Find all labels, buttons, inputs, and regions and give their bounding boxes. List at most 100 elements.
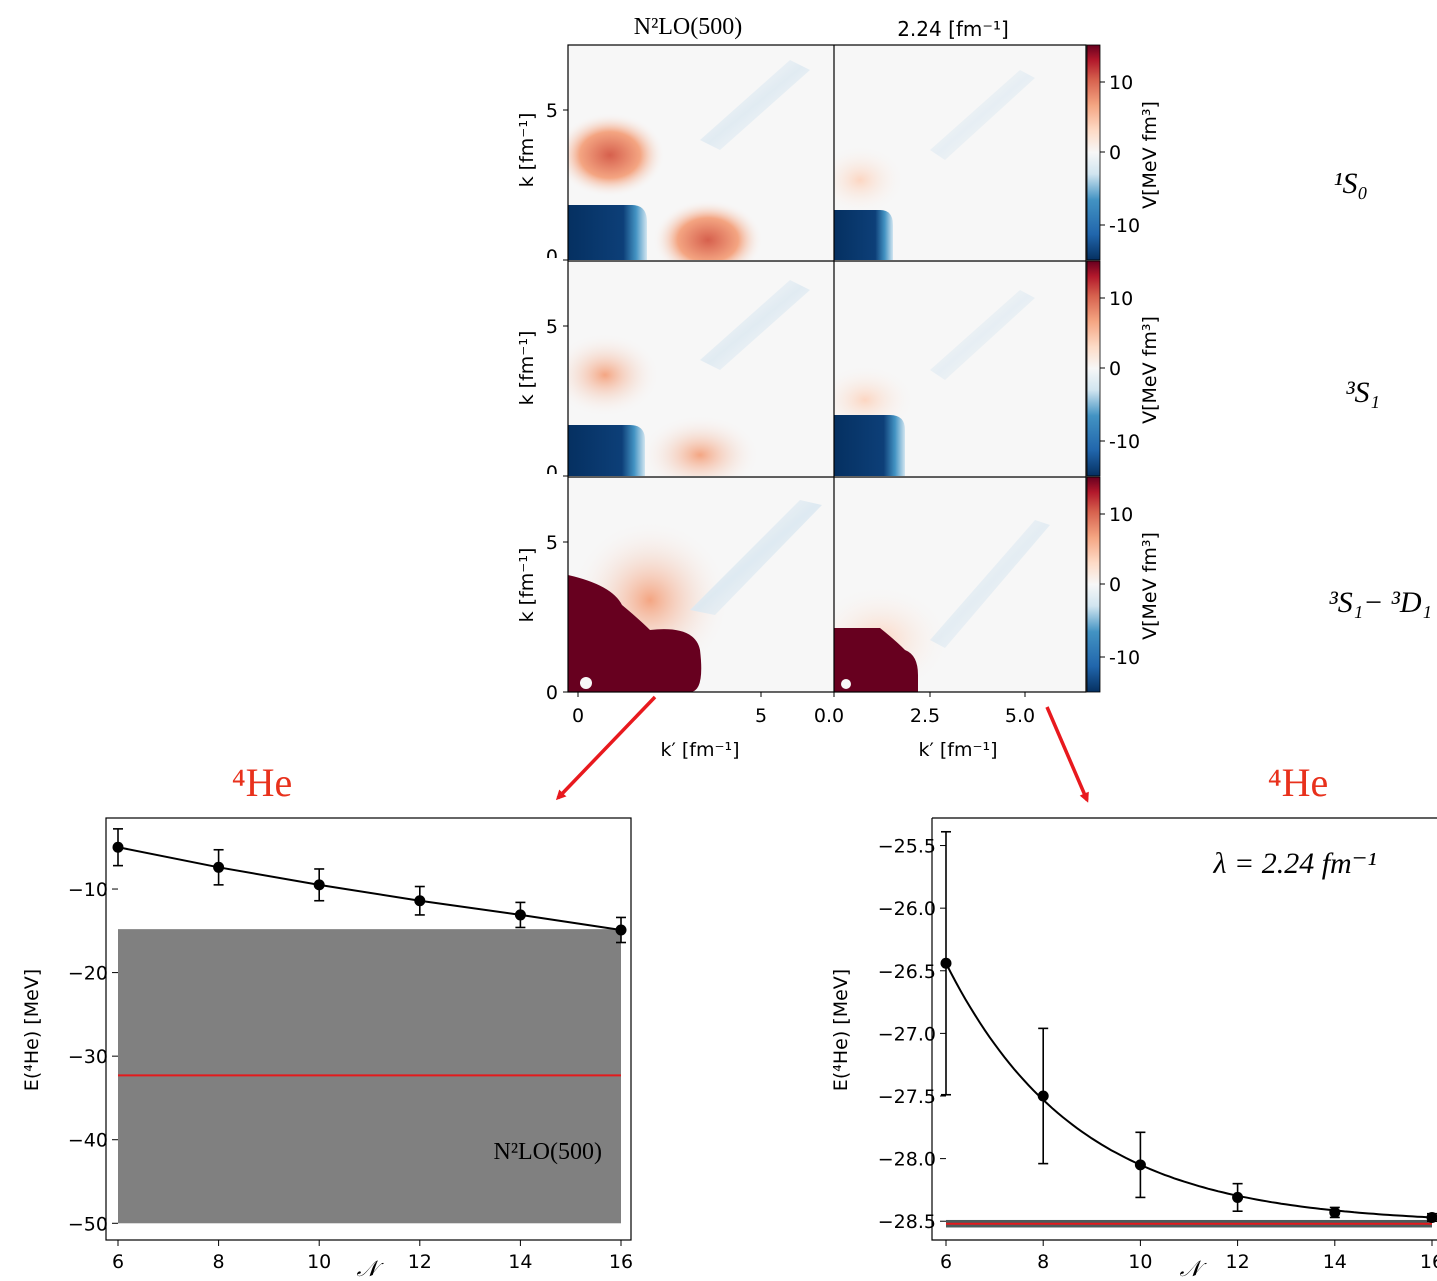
x-tick-label: 16	[1420, 1251, 1437, 1273]
channel-label-1s0: ¹S₀	[1334, 167, 1368, 200]
x-tick-label: 16	[609, 1251, 633, 1273]
colorbar-tick-label: 0	[1109, 574, 1121, 596]
colorbar-2	[1086, 260, 1101, 477]
arrow-left	[555, 695, 657, 801]
heatmap-xtick-label: 5.0	[1005, 705, 1035, 727]
y-tick-label: −30	[68, 1046, 108, 1068]
energy-plot-left: 6 8 10 12 14 16 −10 −20 −30 −40 −50 N²LO(500) 𝒩 E(…	[21, 817, 633, 1281]
heatmap-ylabel-row3: k [fm⁻¹]	[516, 548, 538, 623]
colorbar-tick-label: -10	[1109, 647, 1140, 669]
y-tick-label: −50	[68, 1213, 108, 1235]
colorbar-1	[1086, 44, 1101, 261]
fit-line-right	[945, 962, 1433, 1219]
x-tick-label: 6	[112, 1251, 124, 1273]
ylabel-left: E(⁴He) [MeV]	[21, 969, 43, 1091]
x-tick-label: 8	[213, 1251, 225, 1273]
x-tick-label: 14	[1323, 1251, 1347, 1273]
colorbar-tick-label: 10	[1109, 288, 1133, 310]
colorbar-tick-label: -10	[1109, 431, 1140, 453]
heatmap-xtick-label: 0.0	[814, 705, 844, 727]
data-point	[514, 909, 526, 921]
y-tick-label: −26.0	[878, 898, 936, 920]
x-tick-label: 10	[1128, 1251, 1152, 1273]
plot-frame-left	[105, 817, 632, 1241]
heatmap-3s1-right	[834, 261, 1086, 476]
heatmap-ylabel-row2: k [fm⁻¹]	[516, 331, 538, 406]
heatmap-xtick-label: 0	[572, 705, 584, 727]
x-tick-label: 6	[940, 1251, 952, 1273]
colorbar-label-row2: V[MeV fm³]	[1139, 316, 1161, 424]
x-tick-label: 10	[307, 1251, 331, 1273]
colorbar-tick-label: 10	[1109, 504, 1133, 526]
heatmap-3s1-3d1-right	[834, 477, 1086, 692]
colorbar-tick-label: 0	[1109, 358, 1121, 380]
xlabel-right: 𝒩	[1179, 1256, 1207, 1281]
heatmap-1s0-left	[568, 45, 834, 260]
heatmap-xtick-label: 5	[755, 705, 767, 727]
colorbar-tick-label: 10	[1109, 72, 1133, 94]
y-tick-label: −25.5	[878, 836, 936, 858]
data-point	[414, 895, 426, 907]
arrow-right	[1045, 706, 1089, 803]
plot-frame-right	[931, 817, 1437, 1241]
data-point	[112, 841, 124, 853]
data-point	[1232, 1191, 1244, 1203]
heatmap-3s1-left	[568, 261, 834, 476]
heatmap-title-right: 2.24 [fm⁻¹]	[897, 17, 1009, 41]
heatmap-ytick-label: 5	[546, 532, 558, 554]
data-point	[1426, 1211, 1437, 1223]
data-points-right	[940, 830, 1437, 1223]
heatmap-ytick-label: 5	[546, 100, 558, 122]
y-tick-label: −28.5	[878, 1211, 936, 1233]
heatmap-ytick-label: 0	[546, 682, 558, 704]
xlabel-left: 𝒩	[356, 1256, 384, 1281]
data-point	[313, 879, 325, 891]
y-tick-label: −10	[68, 879, 108, 901]
heatmap-ytick-label: 0	[546, 462, 558, 484]
heatmap-xlabel-right: k′ [fm⁻¹]	[918, 739, 997, 761]
heatmap-title-left: N²LO(500)	[634, 14, 743, 40]
data-point	[213, 861, 225, 873]
y-tick-label: −27.0	[878, 1023, 936, 1045]
annotation-right: λ = 2.24 fm⁻¹	[1212, 847, 1376, 880]
y-tick-label: −40	[68, 1130, 108, 1152]
heatmap-1s0-right	[834, 45, 1086, 260]
fit-line-left	[117, 846, 622, 931]
he-label-left: ⁴He	[232, 760, 293, 805]
ticks-right: 6 8 10 12 14 16 −25.5 −26.0 −26.5 −27.0 −27.5 −28.0…	[878, 836, 1437, 1273]
ticks-left: 6 8 10 12 14 16 −10 −20 −30 −40 −50	[68, 879, 633, 1273]
ylabel-right: E(⁴He) [MeV]	[830, 969, 852, 1091]
data-points-left	[112, 828, 627, 944]
heatmap-3s1-3d1-left	[568, 477, 834, 692]
data-point	[1037, 1090, 1049, 1102]
heatmap-ylabel-row1: k [fm⁻¹]	[516, 113, 538, 188]
x-tick-label: 8	[1037, 1251, 1049, 1273]
y-tick-label: −20	[68, 963, 108, 985]
heatmap-xtick-label: 2.5	[910, 705, 940, 727]
colorbar-tick-label: 0	[1109, 142, 1121, 164]
y-tick-label: −26.5	[878, 961, 936, 983]
channel-label-3s1: ³S₁	[1346, 376, 1380, 409]
colorbar-ticks: 10 0 -10 10 0 -10 10 0 -10	[1100, 72, 1140, 669]
y-tick-label: −27.5	[878, 1086, 936, 1108]
heatmap-ytick-label: 0	[546, 246, 558, 268]
colorbar-3	[1086, 476, 1101, 693]
he-label-right: ⁴He	[1268, 760, 1329, 805]
colorbar-tick-label: -10	[1109, 215, 1140, 237]
annotation-left: N²LO(500)	[493, 1139, 602, 1165]
y-tick-label: −28.0	[878, 1149, 936, 1171]
energy-plot-right: 6 8 10 12 14 16 −25.5 −26.0 −26.5 −27.0 −27.5 −28.0…	[830, 817, 1437, 1281]
heatmap-ytick-label: 5	[546, 316, 558, 338]
data-point	[615, 924, 627, 936]
channel-label-3s1-3d1: ³S₁− ³D₁	[1329, 586, 1432, 619]
data-point	[940, 957, 952, 969]
colorbar-label-row1: V[MeV fm³]	[1139, 101, 1161, 209]
data-point	[1134, 1159, 1146, 1171]
heatmap-grid: N²LO(500) 2.24 [fm⁻¹]	[516, 14, 1432, 761]
data-point	[1329, 1206, 1341, 1218]
heatmap-xlabel-left: k′ [fm⁻¹]	[660, 739, 739, 761]
colorbar-label-row3: V[MeV fm³]	[1139, 532, 1161, 640]
x-tick-label: 14	[508, 1251, 532, 1273]
